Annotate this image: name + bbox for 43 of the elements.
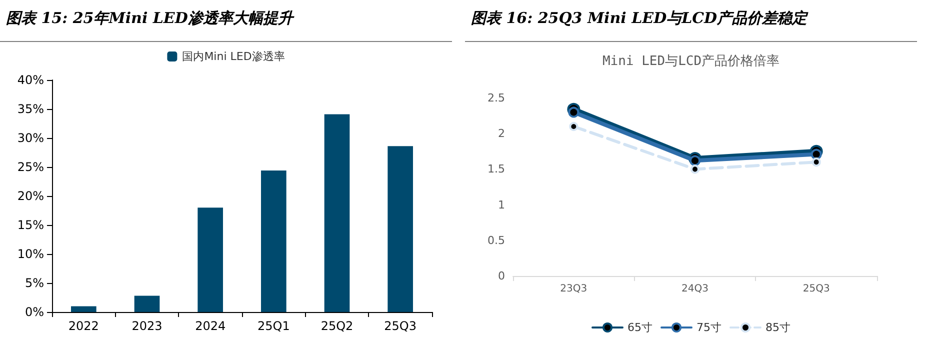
bar xyxy=(261,170,286,312)
x-tick-label: 23Q3 xyxy=(560,284,588,294)
y-tick-label: 35% xyxy=(17,102,44,116)
bar xyxy=(324,114,350,312)
y-tick-label: 15% xyxy=(17,218,44,232)
legend-label: 75寸 xyxy=(696,321,722,334)
y-tick-label: 1.5 xyxy=(488,162,505,176)
y-tick-label: 1 xyxy=(498,198,505,212)
point xyxy=(568,106,580,118)
x-tick-label: 25Q2 xyxy=(320,319,354,333)
point xyxy=(810,148,822,160)
point xyxy=(569,122,578,131)
bar xyxy=(134,296,160,312)
legend-label: 85寸 xyxy=(766,321,790,334)
y-tick-label: 2.5 xyxy=(488,92,505,104)
x-tick-label: 2023 xyxy=(132,319,162,333)
bar xyxy=(388,146,413,312)
y-tick-label: 30% xyxy=(17,131,44,145)
y-tick-label: 0 xyxy=(498,270,505,282)
y-tick-label: 0% xyxy=(24,305,44,319)
y-tick-label: 25% xyxy=(17,160,44,174)
chart-title: 图表 15: 25年Mini LED渗透率大幅提升 xyxy=(0,0,452,42)
y-tick-label: 40% xyxy=(17,73,44,87)
legend-label: 国内Mini LED渗透率 xyxy=(182,50,285,63)
y-tick-label: 20% xyxy=(17,189,44,203)
bar xyxy=(71,306,96,312)
x-tick-label: 25Q3 xyxy=(802,284,830,294)
chart-title: 图表 16: 25Q3 Mini LED与LCD产品价差稳定 xyxy=(465,0,917,42)
x-tick-label: 2022 xyxy=(68,319,99,333)
bar xyxy=(198,208,223,312)
x-tick-label: 25Q3 xyxy=(384,319,417,333)
x-tick-label: 24Q3 xyxy=(682,284,708,294)
y-tick-label: 5% xyxy=(24,276,44,290)
chart-subtitle: Mini LED与LCD产品价格倍率 xyxy=(602,53,780,69)
y-tick-label: 10% xyxy=(17,247,44,261)
x-tick-label: 2024 xyxy=(195,319,226,333)
y-tick-label: 2 xyxy=(498,127,505,140)
point xyxy=(812,158,821,167)
point xyxy=(690,155,700,166)
x-tick-label: 25Q1 xyxy=(257,319,290,333)
point xyxy=(690,164,700,174)
legend-label: 65寸 xyxy=(628,321,653,334)
y-tick-label: 0.5 xyxy=(488,234,505,247)
